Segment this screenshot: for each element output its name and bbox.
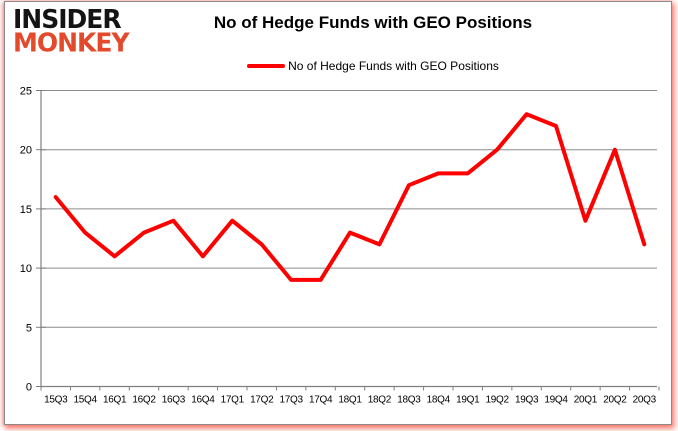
chart-header: No of Hedge Funds with GEO Positions (135, 13, 611, 33)
x-tick-label: 19Q3 (515, 395, 539, 406)
x-tick-label: 18Q1 (338, 395, 362, 406)
legend-label: No of Hedge Funds with GEO Positions (288, 59, 499, 73)
x-tick-label: 15Q3 (44, 395, 68, 406)
y-tick-label: 5 (26, 322, 32, 334)
x-tick-label: 18Q3 (397, 395, 421, 406)
line-chart: 0 5 10 15 20 25 15Q3 15Q4 16Q1 16Q2 16Q3 16Q4 17Q1 17… (20, 86, 660, 406)
x-tick-label: 20Q3 (633, 395, 657, 406)
y-tick-label: 10 (20, 263, 32, 275)
chart-window: INSIDER MONKEY No of Hedge Funds with GE… (4, 1, 672, 425)
data-line (53, 112, 647, 282)
x-tick-label: 19Q4 (544, 395, 568, 406)
legend: No of Hedge Funds with GEO Positions (135, 59, 611, 73)
x-tick-label: 15Q4 (74, 395, 98, 406)
x-tick-label: 18Q2 (368, 395, 392, 406)
x-tick-label: 20Q1 (574, 395, 598, 406)
x-tick-label: 18Q4 (427, 395, 451, 406)
x-tick-label: 16Q1 (103, 395, 127, 406)
x-tick-label: 20Q2 (603, 395, 627, 406)
x-tick-label: 17Q2 (250, 395, 274, 406)
chart-title: No of Hedge Funds with GEO Positions (213, 13, 533, 32)
x-tick-label: 17Q4 (309, 395, 333, 406)
x-tick-label: 16Q2 (132, 395, 156, 406)
x-tick-label: 16Q4 (191, 395, 215, 406)
y-tick-label: 20 (20, 145, 32, 157)
logo-monkey-text: MONKEY (13, 27, 130, 58)
x-tick-label: 19Q2 (486, 395, 510, 406)
legend-line-swatch (247, 64, 286, 68)
y-tick-label: 25 (20, 86, 32, 98)
y-tick-label: 0 (26, 382, 32, 394)
x-tick-label: 16Q3 (162, 395, 186, 406)
insider-monkey-logo: INSIDER MONKEY (13, 4, 130, 58)
y-tick-label: 15 (20, 204, 32, 216)
x-tick-label: 17Q1 (221, 395, 245, 406)
x-tick-label: 17Q3 (280, 395, 304, 406)
logo-insider-text: INSIDER (13, 4, 122, 35)
x-tick-label: 19Q1 (456, 395, 480, 406)
